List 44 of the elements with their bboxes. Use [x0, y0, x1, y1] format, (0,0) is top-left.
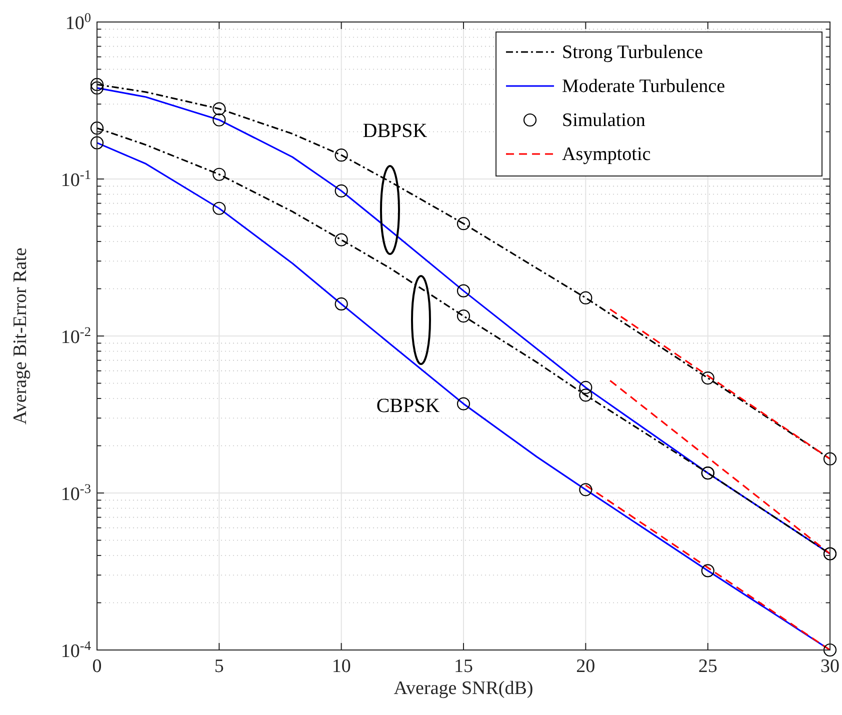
- point: [334, 297, 348, 311]
- point: [456, 397, 470, 410]
- point: [701, 564, 714, 578]
- y-tick-label: 10$^{-2}$: [60, 324, 91, 348]
- point: [212, 113, 226, 126]
- point: [823, 452, 837, 466]
- legend-label: Simulation: [562, 110, 646, 131]
- legend-label: Moderate Turbulence: [562, 76, 726, 97]
- point: [701, 371, 714, 385]
- point: [579, 380, 592, 394]
- x-tick-label: 15: [454, 656, 473, 677]
- annotation: DBPSK: [362, 120, 428, 142]
- x-tick-label: 25: [698, 656, 718, 677]
- point: [212, 202, 226, 215]
- point: [334, 233, 348, 246]
- point: [212, 168, 226, 181]
- point: [456, 309, 470, 323]
- y-tick-label: 10$^{0}$: [65, 10, 92, 34]
- point: [334, 148, 348, 162]
- point: [456, 217, 470, 230]
- point: [579, 483, 592, 496]
- y-tick-label: 10$^{-3}$: [60, 480, 92, 505]
- x-tick-label: 5: [214, 656, 224, 677]
- point: [334, 184, 348, 198]
- point: [90, 122, 104, 135]
- point: [90, 81, 104, 95]
- point: [90, 78, 104, 92]
- x-tick-label: 30: [820, 656, 840, 677]
- point: [579, 388, 592, 402]
- y-tick-label: 10$^{-4}$: [60, 638, 92, 662]
- x-axis-title: Average SNR(dB): [394, 678, 534, 699]
- point: [212, 102, 226, 116]
- y-tick-label: 10$^{-1}$: [60, 166, 91, 191]
- x-tick-label: 10: [332, 656, 351, 677]
- legend-label: Asymptotic: [562, 144, 651, 165]
- point: [456, 284, 470, 298]
- x-tick-label: 0: [92, 656, 102, 677]
- point: [579, 291, 592, 304]
- point: [823, 643, 837, 657]
- point: [90, 136, 104, 150]
- y-axis-title: Average Bit-Error Rate: [10, 248, 31, 424]
- x-tick-label: 20: [576, 656, 596, 677]
- legend-label: Strong Turbulence: [562, 42, 703, 63]
- annotation: CBPSK: [376, 395, 440, 417]
